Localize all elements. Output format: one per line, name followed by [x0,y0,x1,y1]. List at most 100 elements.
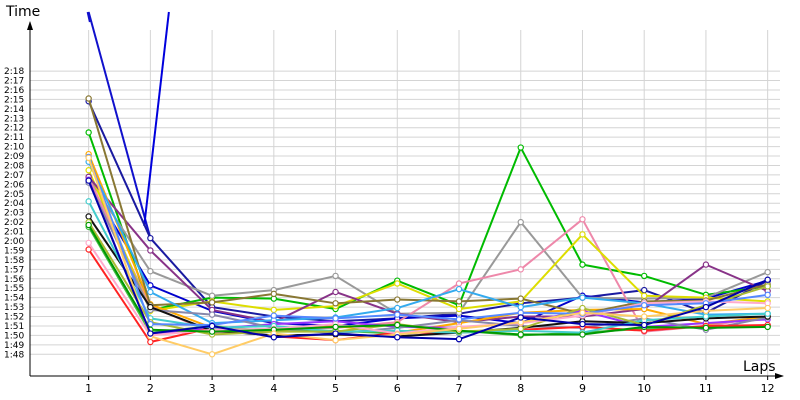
y-tick-label: 2:06 [4,180,24,190]
series-3 [85,98,771,325]
data-point [455,298,463,305]
y-tick-label: 1:53 [4,303,24,313]
data-point [85,154,92,162]
axes: Time Laps [5,4,784,379]
y-tick-label: 2:17 [4,77,24,87]
data-point [702,261,710,268]
data-point [208,299,216,306]
data-point [332,300,339,307]
data-point [640,321,648,329]
data-point [640,272,648,280]
data-point [270,306,278,314]
y-tick-label: 2:08 [4,161,24,171]
data-point [394,280,401,287]
data-point [147,330,154,337]
data-point [579,320,586,328]
x-tick-label: 11 [699,382,713,395]
y-tick-label: 2:15 [4,95,24,105]
data-point [332,288,339,296]
data-point [85,129,92,136]
y-tick-label: 2:00 [4,237,24,247]
y-tick-label: 1:57 [4,265,24,275]
series-1 [86,11,152,239]
series-line [87,11,152,239]
data-point [147,247,154,254]
data-point [332,315,339,322]
series-line [87,182,768,335]
data-point [640,292,648,299]
x-tick-label: 7 [456,382,463,395]
series-line [87,224,768,336]
y-tick-label: 2:16 [4,86,24,96]
y-tick-label: 1:49 [4,341,24,351]
series-line [87,180,769,341]
data-point [579,231,586,238]
y-tick-label: 2:07 [4,171,24,181]
data-point [85,246,92,253]
x-tick-label: 4 [270,382,277,395]
y-tick-label: 2:18 [4,67,24,77]
data-point [85,167,92,174]
y-tick-label: 2:05 [4,190,24,200]
y-axis-title: Time [5,4,40,20]
x-tick-label: 9 [579,382,586,395]
data-point [147,268,154,275]
data-point [270,312,278,319]
data-point [764,310,771,317]
y-tick-label: 2:01 [4,228,24,238]
data-point [147,303,154,311]
data-point [702,303,710,311]
series-line [87,177,768,334]
y-tick-label: 2:11 [4,133,24,143]
data-point [640,313,648,320]
data-point [517,303,524,311]
data-point [208,351,216,358]
data-point [702,324,710,332]
data-point [517,331,524,338]
series-4 [85,179,771,330]
data-point [455,316,463,323]
data-point [517,314,524,321]
y-tick-label: 1:55 [4,284,24,294]
series-line [87,156,768,327]
data-point [394,334,401,341]
data-point [579,309,586,316]
data-point [85,95,92,102]
data-point [208,322,216,330]
data-point [455,325,463,332]
data-point [640,302,648,309]
data-point [455,305,463,313]
data-point [764,291,771,299]
data-point [517,218,524,226]
data-point [147,288,154,296]
series [85,11,771,358]
data-point [332,336,339,344]
y-tick-label: 2:03 [4,209,24,219]
data-point [455,280,463,287]
data-point [332,323,339,331]
series-line [87,177,769,315]
series-line [87,179,768,335]
data-point [579,294,586,301]
y-tick-label: 1:50 [4,331,24,341]
x-tick-label: 1 [85,382,92,395]
y-tick-label: 2:14 [4,105,24,115]
series-line [86,11,91,23]
y-tick-label: 1:59 [4,246,24,256]
data-point [394,321,401,329]
y-tick-label: 1:58 [4,256,24,266]
data-point [85,213,92,220]
series-line [143,11,170,227]
data-point [640,286,648,294]
data-point [85,198,92,205]
data-point [764,283,771,290]
data-point [517,266,524,273]
data-point [764,304,771,312]
data-point [332,330,339,337]
x-tick-label: 5 [332,382,339,395]
y-tick-labels: 1:481:491:501:511:521:531:541:551:561:57… [4,67,24,360]
y-tick-label: 2:13 [4,114,24,124]
data-point [208,292,216,299]
y-tick-label: 1:52 [4,313,24,323]
series-2 [143,11,170,227]
